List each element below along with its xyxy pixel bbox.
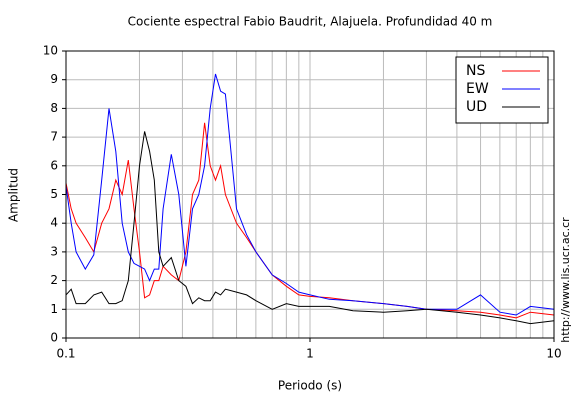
y-tick-label: 1 <box>50 302 58 316</box>
y-tick-label: 10 <box>43 44 58 58</box>
legend-box <box>455 56 549 124</box>
y-tick-label: 3 <box>50 244 58 258</box>
series-line <box>65 131 555 325</box>
legend-label: NS <box>466 63 485 79</box>
x-tick-label: 10 <box>546 347 561 361</box>
y-tick-label: 6 <box>50 158 58 172</box>
legend-label: UD <box>466 99 487 115</box>
url-annotation: http://www.lis.ucr.ac.cr <box>559 217 572 343</box>
y-tick-label: 2 <box>50 273 58 287</box>
y-tick-label: 4 <box>50 216 58 230</box>
y-tick-label: 0 <box>50 331 58 345</box>
y-axis-label: Amplitud <box>7 168 21 222</box>
x-axis-label: Periodo (s) <box>278 379 342 393</box>
y-tick-label: 8 <box>50 101 58 115</box>
x-tick-label: 0.1 <box>56 347 75 361</box>
y-tick-label: 7 <box>50 130 58 144</box>
series-line <box>65 73 555 316</box>
y-tick-label: 9 <box>50 72 58 86</box>
x-tick-label: 1 <box>306 347 314 361</box>
y-tick-label: 5 <box>50 187 58 201</box>
chart-title: Cociente espectral Fabio Baudrit, Alajue… <box>128 15 493 29</box>
plot-frame <box>65 50 555 339</box>
legend-label: EW <box>466 81 489 97</box>
